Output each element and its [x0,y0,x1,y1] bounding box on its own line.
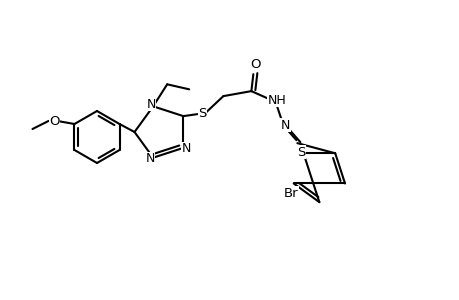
Text: O: O [49,115,60,128]
Text: O: O [250,58,260,70]
Text: N: N [146,98,156,111]
Text: N: N [145,152,155,165]
Text: Br: Br [283,187,297,200]
Text: S: S [297,146,305,159]
Text: N: N [181,142,190,155]
Text: S: S [198,106,206,120]
Text: NH: NH [268,94,286,106]
Text: N: N [280,118,290,132]
